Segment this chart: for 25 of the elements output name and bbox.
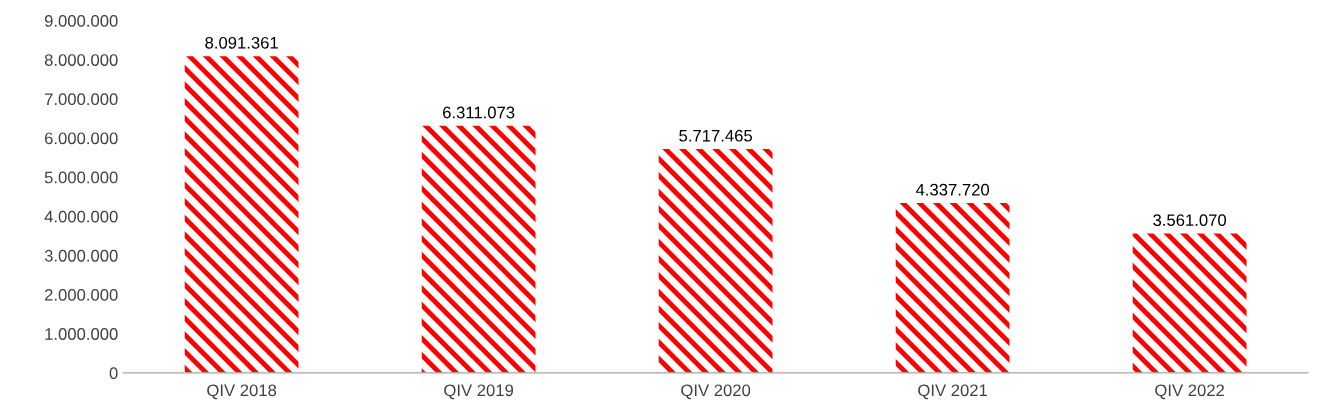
y-tick-label: 0: [109, 367, 118, 380]
y-tick-label: 9.000.000: [44, 15, 118, 27]
data-label: 4.337.720: [915, 183, 990, 196]
y-tick-label: 2.000.000: [44, 288, 118, 301]
x-tick-label: QIV 2019: [444, 384, 514, 400]
y-tick-label: 4.000.000: [44, 210, 118, 223]
data-label: 6.311.073: [443, 106, 515, 119]
bar: [421, 125, 536, 373]
y-tick-label: 8.000.000: [44, 54, 118, 66]
bar: [1132, 233, 1247, 373]
y-tick-label: 1.000.000: [45, 328, 118, 340]
y-tick-label: 5.000.000: [44, 171, 118, 184]
bar: [658, 149, 773, 373]
data-label: 5.717.465: [679, 129, 752, 142]
data-label: 3.561.070: [1153, 214, 1227, 227]
x-tick-label: QIV 2021: [918, 384, 988, 400]
x-tick-label: QIV 2022: [1155, 384, 1224, 400]
bar: [184, 56, 299, 373]
data-label: 8.091.361: [205, 36, 278, 49]
y-tick-label: 6.000.000: [44, 132, 118, 145]
y-tick-label: 7.000.000: [44, 93, 118, 106]
bar: [895, 203, 1010, 373]
x-tick-label: QIV 2018: [207, 384, 277, 400]
y-tick-label: 3.000.000: [44, 249, 118, 262]
x-tick-label: QIV 2020: [681, 384, 751, 400]
